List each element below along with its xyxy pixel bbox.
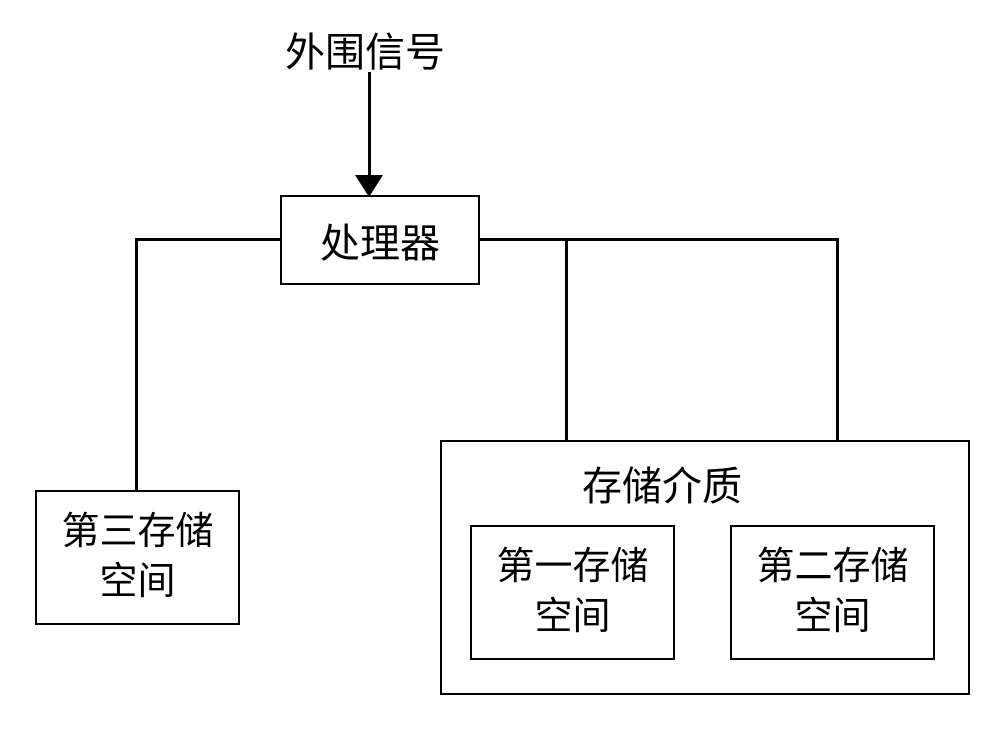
storage1-label-line1: 第一存储 bbox=[496, 546, 648, 588]
bus-line-left-vertical bbox=[135, 238, 138, 491]
external-signal-text: 外围信号 bbox=[285, 30, 445, 75]
storage2-label-line1: 第二存储 bbox=[756, 546, 908, 588]
storage1-label-line2: 空间 bbox=[534, 596, 610, 638]
bus-line-left-horizontal bbox=[135, 238, 281, 241]
storage1-box: 第一存储 空间 bbox=[470, 525, 675, 660]
storage3-inner: 第三存储 空间 bbox=[61, 508, 213, 607]
storage3-box: 第三存储 空间 bbox=[35, 490, 240, 625]
arrow-head-icon bbox=[355, 175, 383, 197]
storage3-label-line2: 空间 bbox=[99, 561, 175, 603]
external-signal-label: 外围信号 bbox=[285, 20, 445, 78]
storage-medium-text: 存储介质 bbox=[582, 464, 742, 509]
storage2-label-line2: 空间 bbox=[794, 596, 870, 638]
storage2-inner: 第二存储 空间 bbox=[756, 543, 908, 642]
arrow-line bbox=[368, 72, 371, 182]
processor-box: 处理器 bbox=[280, 195, 480, 285]
storage1-inner: 第一存储 空间 bbox=[496, 543, 648, 642]
storage-medium-label: 存储介质 bbox=[582, 454, 742, 512]
processor-label: 处理器 bbox=[320, 211, 440, 269]
storage2-box: 第二存储 空间 bbox=[730, 525, 935, 660]
bus-line-right-horizontal bbox=[479, 238, 839, 241]
storage3-label-line1: 第三存储 bbox=[61, 511, 213, 553]
